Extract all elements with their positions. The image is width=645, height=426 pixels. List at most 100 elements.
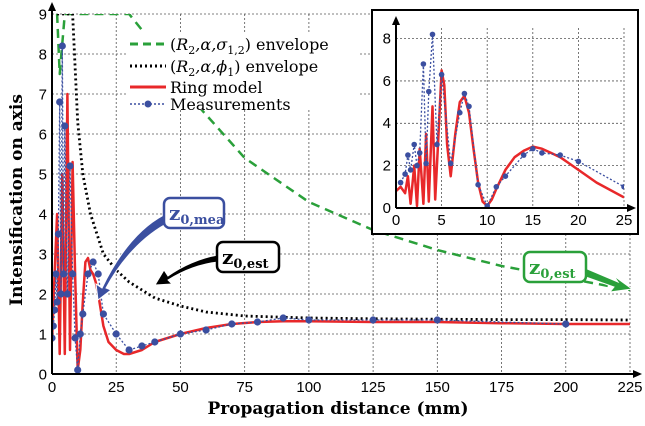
data-point-measurements: [54, 230, 63, 238]
y-tick-label: 9: [39, 6, 47, 23]
x-tick-label: 200: [553, 379, 578, 396]
data-point-measurements: [305, 316, 313, 324]
data-point-measurements: [457, 109, 463, 116]
data-point-measurements: [433, 316, 441, 324]
data-point-measurements: [58, 42, 66, 50]
series-line-measurements: [400, 33, 624, 207]
y-tick-label: 8: [39, 46, 47, 63]
data-point-measurements: [61, 122, 69, 130]
data-point-measurements: [502, 173, 509, 179]
y-tick-label: 6: [39, 126, 47, 143]
annotation-label-z0-est-black: z0,est: [222, 245, 269, 272]
data-point-measurements: [63, 290, 71, 298]
legend-marker-measurements: [144, 100, 152, 108]
data-point-measurements: [416, 150, 423, 156]
x-tick-label: 15: [524, 212, 541, 229]
x-tick-label: 150: [425, 379, 450, 396]
data-point-measurements: [420, 61, 427, 67]
x-tick-label: 50: [172, 379, 189, 396]
y-axis-label: Intensification on axis: [7, 94, 27, 306]
data-point-measurements: [447, 160, 454, 167]
data-point-measurements: [74, 366, 82, 374]
x-axis-arrow: [633, 370, 642, 378]
annotation-box-z0-est-black: [215, 240, 281, 274]
data-point-measurements: [466, 103, 472, 110]
x-tick-label: 225: [617, 379, 642, 396]
data-point-measurements: [520, 152, 527, 158]
legend-label-black-envelope: (R2,α,ϕ1) envelope: [170, 57, 318, 79]
data-point-measurements: [407, 167, 414, 173]
annotation-arrow-z0-est-green: [582, 267, 634, 293]
data-point-measurements: [414, 162, 420, 169]
y-tick-label: 3: [39, 246, 47, 263]
data-point-measurements: [575, 158, 582, 165]
data-point-measurements: [475, 181, 481, 188]
y-tick-label: 0: [39, 366, 47, 383]
data-point-measurements: [429, 31, 436, 38]
y-tick-label: 6: [383, 73, 391, 90]
y-tick-label: 1: [39, 326, 47, 343]
inset-axes: [392, 16, 636, 212]
data-point-measurements: [557, 152, 563, 158]
y-tick-label: 7: [39, 86, 47, 103]
data-point-measurements: [69, 270, 77, 278]
data-point-measurements: [402, 171, 408, 177]
x-axis-label: Propagation distance (mm): [207, 399, 468, 419]
data-point-measurements: [99, 310, 107, 318]
legend-label-measurements: Measurements: [170, 95, 291, 114]
data-point-measurements: [57, 290, 65, 298]
x-tick-label: 20: [570, 212, 587, 229]
annotation-z0-est-black: z0,est: [154, 240, 281, 286]
data-point-measurements: [112, 330, 120, 338]
series-line-ring-model: [52, 92, 630, 372]
data-point-measurements: [76, 330, 84, 338]
data-point-measurements: [84, 270, 92, 278]
x-tick-label: 10: [479, 212, 496, 229]
y-axis-arrow: [48, 2, 56, 11]
legend-label-green-envelope: (R2,α,σ1,2) envelope: [170, 35, 329, 57]
x-tick-label: 75: [236, 379, 253, 396]
y-tick-label: 2: [39, 286, 47, 303]
x-tick-label: 0: [48, 379, 56, 396]
data-point-measurements: [138, 342, 146, 350]
data-point-measurements: [493, 184, 500, 190]
data-point-measurements: [52, 306, 59, 314]
x-tick-label: 175: [489, 379, 514, 396]
legend-box: [128, 32, 358, 110]
y-tick-label: 0: [383, 200, 391, 217]
data-point-measurements: [405, 152, 411, 158]
data-point-measurements: [253, 318, 262, 326]
data-point-measurements: [60, 270, 68, 278]
data-point-measurements: [621, 184, 624, 190]
data-point-measurements: [71, 334, 79, 342]
data-point-measurements: [438, 71, 445, 78]
data-point-measurements: [52, 322, 57, 330]
y-tick-label: 4: [383, 115, 391, 132]
data-point-measurements: [562, 320, 570, 328]
x-tick-label: 25: [108, 379, 125, 396]
data-point-measurements: [176, 330, 184, 338]
inset-chart: 0 5 10 15 20 25 0 2 4 6 8: [371, 9, 639, 235]
data-point-measurements: [397, 179, 404, 186]
data-point-measurements: [530, 145, 536, 152]
y-tick-label: 4: [39, 206, 47, 223]
data-point-measurements: [539, 150, 545, 156]
y-axis-arrow: [392, 16, 400, 25]
y-tick-label: 2: [383, 158, 391, 175]
data-point-measurements: [411, 141, 418, 148]
x-tick-label: 125: [361, 379, 386, 396]
inset-series: [396, 31, 624, 208]
y-tick-label: 8: [383, 30, 391, 47]
legend-label-ring-model: Ring model: [170, 78, 262, 97]
annotation-z0-est-green: z0,est: [522, 250, 634, 293]
x-tick-label: 0: [392, 212, 400, 229]
legend: (R2,α,σ1,2) envelope (R2,α,ϕ1) envelope …: [128, 32, 358, 114]
series-line-ring-model: [396, 69, 624, 208]
data-point-measurements: [228, 320, 236, 328]
main-axes: [48, 2, 642, 378]
data-point-measurements: [151, 338, 159, 346]
data-point-measurements: [279, 314, 287, 322]
x-tick-label: 100: [296, 379, 321, 396]
data-point-measurements: [461, 90, 468, 97]
